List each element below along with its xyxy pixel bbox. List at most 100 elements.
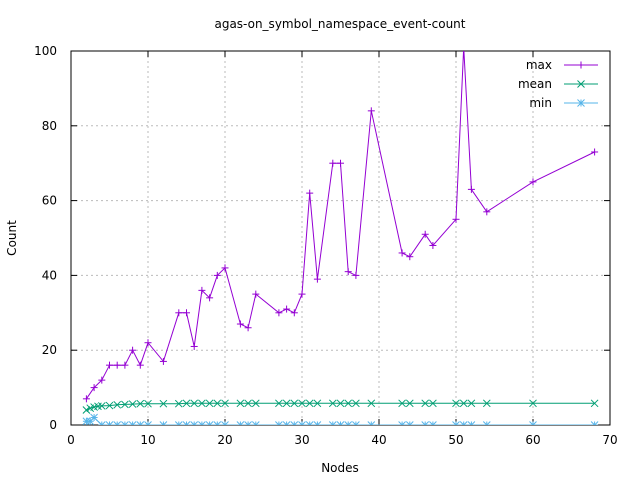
data-point-max bbox=[82, 395, 90, 403]
data-point-mean bbox=[182, 399, 191, 408]
data-point-min bbox=[190, 421, 199, 425]
data-point-max bbox=[275, 309, 283, 317]
data-point-mean bbox=[459, 399, 468, 408]
data-point-mean bbox=[105, 401, 114, 410]
data-point-max bbox=[136, 361, 144, 369]
data-point-mean bbox=[275, 399, 283, 408]
data-point-min bbox=[313, 421, 322, 425]
data-point-max bbox=[337, 159, 344, 167]
data-point-min bbox=[290, 421, 299, 425]
data-point-min bbox=[121, 421, 129, 425]
legend-label-min: min bbox=[529, 96, 552, 110]
data-point-min bbox=[590, 421, 599, 425]
data-point-min bbox=[421, 421, 430, 425]
chart-title: agas-on_symbol_namespace_event-count bbox=[214, 17, 465, 31]
data-point-mean bbox=[290, 399, 299, 408]
data-point-mean bbox=[336, 399, 345, 408]
y-tick-label: 60 bbox=[42, 194, 57, 208]
data-point-max bbox=[206, 294, 214, 302]
data-point-max bbox=[290, 309, 298, 317]
data-point-mean bbox=[344, 399, 353, 408]
data-point-min bbox=[459, 421, 468, 425]
legend-label-mean: mean bbox=[518, 77, 552, 91]
x-tick-label: 10 bbox=[140, 433, 155, 447]
y-tick-label: 100 bbox=[34, 44, 57, 58]
data-point-max bbox=[452, 215, 460, 223]
data-point-max bbox=[90, 384, 98, 392]
legend-marker-min bbox=[577, 99, 585, 107]
data-point-max bbox=[159, 357, 167, 365]
data-point-min bbox=[367, 421, 376, 425]
data-point-mean bbox=[236, 399, 245, 408]
data-point-max bbox=[421, 230, 429, 238]
data-point-min bbox=[482, 421, 491, 425]
data-point-max bbox=[460, 44, 467, 51]
data-point-mean bbox=[467, 399, 476, 408]
data-point-mean bbox=[429, 399, 437, 408]
data-point-min bbox=[97, 421, 106, 425]
data-point-mean bbox=[213, 399, 222, 408]
data-point-mean bbox=[205, 399, 214, 408]
data-point-max bbox=[252, 290, 260, 298]
data-point-min bbox=[236, 421, 245, 425]
data-point-mean bbox=[198, 399, 206, 408]
data-point-max bbox=[591, 148, 599, 156]
data-point-max bbox=[129, 346, 137, 354]
data-point-min bbox=[328, 421, 337, 425]
data-point-mean bbox=[136, 399, 145, 408]
data-point-max bbox=[483, 208, 491, 216]
data-point-max bbox=[113, 361, 121, 369]
data-point-min bbox=[213, 421, 222, 425]
y-axis-label: Count bbox=[5, 220, 19, 256]
data-point-max bbox=[529, 178, 537, 186]
data-point-max bbox=[144, 339, 152, 347]
data-point-max bbox=[198, 286, 206, 294]
data-point-min bbox=[251, 421, 260, 425]
series-layer bbox=[82, 44, 599, 425]
data-point-min bbox=[174, 421, 183, 425]
data-point-min bbox=[529, 421, 537, 425]
data-point-min bbox=[467, 421, 476, 425]
data-point-mean bbox=[482, 399, 491, 408]
data-point-max bbox=[398, 249, 406, 257]
legend: max mean min bbox=[518, 58, 598, 110]
grid-lines bbox=[71, 51, 610, 425]
y-tick-label: 40 bbox=[42, 268, 57, 282]
data-point-mean bbox=[159, 399, 168, 408]
x-tick-label: 70 bbox=[602, 433, 617, 447]
data-point-max bbox=[406, 253, 414, 261]
x-tick-label: 50 bbox=[448, 433, 463, 447]
data-point-min bbox=[105, 421, 114, 425]
y-tick-label: 80 bbox=[42, 119, 57, 133]
x-axis-label: Nodes bbox=[321, 461, 359, 475]
y-axis: 0 20 40 60 80 100 bbox=[34, 44, 610, 432]
data-point-min bbox=[144, 421, 152, 425]
data-point-min bbox=[90, 413, 98, 422]
data-point-max bbox=[175, 309, 183, 317]
data-point-min bbox=[298, 421, 306, 425]
x-tick-label: 40 bbox=[371, 433, 386, 447]
data-point-mean bbox=[405, 399, 414, 408]
data-point-mean bbox=[97, 402, 106, 410]
data-point-mean bbox=[452, 399, 460, 408]
x-axis: 0 10 20 30 40 50 60 70 bbox=[67, 51, 618, 447]
data-point-max bbox=[221, 264, 229, 272]
data-point-max bbox=[190, 342, 198, 350]
data-point-mean bbox=[282, 399, 291, 408]
data-point-max bbox=[467, 185, 475, 193]
series-line-max bbox=[85, 51, 595, 400]
y-tick-label: 0 bbox=[49, 418, 57, 432]
data-point-mean bbox=[421, 399, 430, 408]
series-mean bbox=[82, 399, 599, 414]
data-point-min bbox=[344, 421, 353, 425]
data-point-mean bbox=[305, 399, 314, 408]
data-point-max bbox=[236, 320, 244, 328]
data-point-mean bbox=[367, 399, 376, 408]
data-point-mean bbox=[144, 399, 152, 408]
data-point-mean bbox=[313, 399, 322, 408]
x-tick-label: 20 bbox=[217, 433, 232, 447]
data-point-min bbox=[282, 421, 291, 425]
data-point-mean bbox=[398, 399, 406, 408]
data-point-mean bbox=[298, 399, 306, 408]
